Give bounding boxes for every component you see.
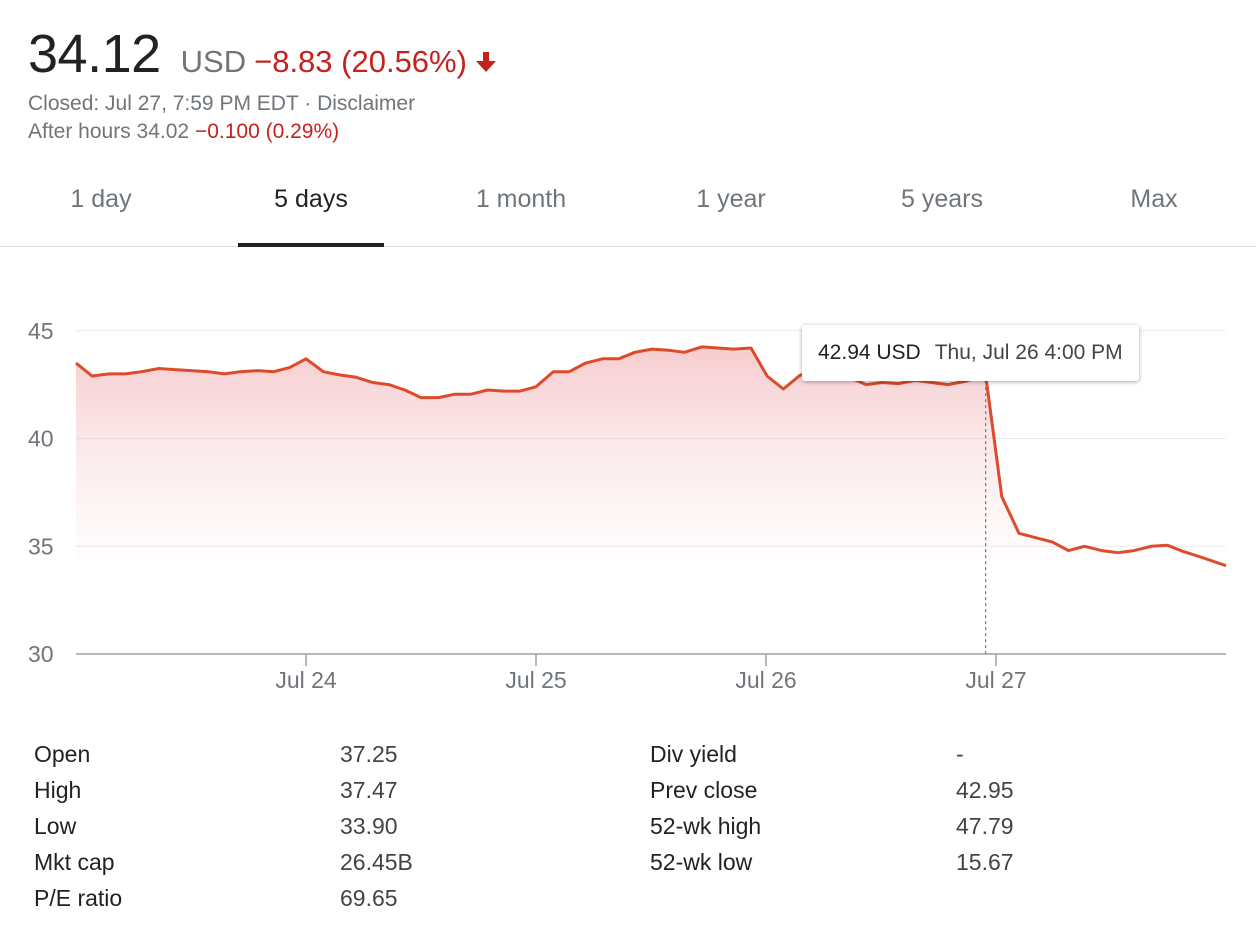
x-tick-label: Jul 24 [275,667,337,693]
stat-value: 47.79 [956,813,1014,839]
stat-value: 37.25 [340,741,398,767]
x-tick-label: Jul 25 [505,667,566,693]
stat-label: Mkt cap [34,849,115,875]
stat-value: 42.95 [956,777,1014,803]
x-tick-label: Jul 27 [965,667,1026,693]
stat-label: Prev close [650,777,758,803]
stat-label: Low [34,813,77,839]
stat-label: 52-wk high [650,813,762,839]
stat-value: 33.90 [340,813,398,839]
after-hours: After hours 34.02 −0.100 (0.29%) [28,118,497,146]
tab-max[interactable]: Max [1130,185,1178,213]
chart-tooltip: 42.94 USD Thu, Jul 26 4:00 PM [802,325,1139,381]
tab-5-years[interactable]: 5 years [901,185,983,213]
stat-label: Div yield [650,741,737,767]
stat-label: Open [34,741,91,767]
stat-value: 26.45B [340,849,413,875]
disclaimer-link[interactable]: Disclaimer [317,92,416,115]
stat-label: 52-wk low [650,849,753,875]
stat-value: - [956,741,964,767]
y-tick-label: 30 [28,641,54,667]
x-tick-label: Jul 26 [735,667,796,693]
y-tick-label: 40 [28,426,54,452]
market-status: Closed: Jul 27, 7:59 PM EDT · Disclaimer [28,90,497,118]
current-price: 34.12 [28,24,161,84]
price-line: 34.12 USD −8.83 (20.56%) [28,22,497,86]
tooltip-value: 42.94 USD [818,341,921,364]
arrow-down-icon [475,52,496,72]
stat-value: 37.47 [340,777,398,803]
tooltip-date: Thu, Jul 26 4:00 PM [934,341,1123,364]
tab-1-year[interactable]: 1 year [696,185,766,213]
tab-1-month[interactable]: 1 month [475,185,567,213]
price-line-series [75,345,1227,568]
price-change: −8.83 (20.56%) [254,44,467,79]
closed-time: Closed: Jul 27, 7:59 PM EDT · [28,92,318,115]
tab-1-day[interactable]: 1 day [70,185,132,213]
y-tick-label: 35 [28,533,54,559]
currency-code: USD [180,44,247,79]
stat-label: High [34,777,82,803]
price-area-fill [76,346,1226,566]
after-hours-change: −0.100 (0.29%) [194,120,340,143]
after-hours-price: After hours 34.02 [28,120,195,143]
range-tabs: 1 day 5 days 1 month 1 year 5 years Max [0,160,1256,247]
y-tick-label: 45 [28,318,54,344]
price-chart[interactable]: Jul 24 Jul 25 Jul 26 Jul 27 30 35 40 45 [0,300,1256,710]
stat-value: 15.67 [956,849,1014,875]
stat-value: 69.65 [340,885,398,911]
quote-header: 34.12 USD −8.83 (20.56%) Closed: Jul 27,… [28,22,497,146]
stat-label: P/E ratio [34,885,123,911]
tab-5-days[interactable]: 5 days [238,160,384,247]
